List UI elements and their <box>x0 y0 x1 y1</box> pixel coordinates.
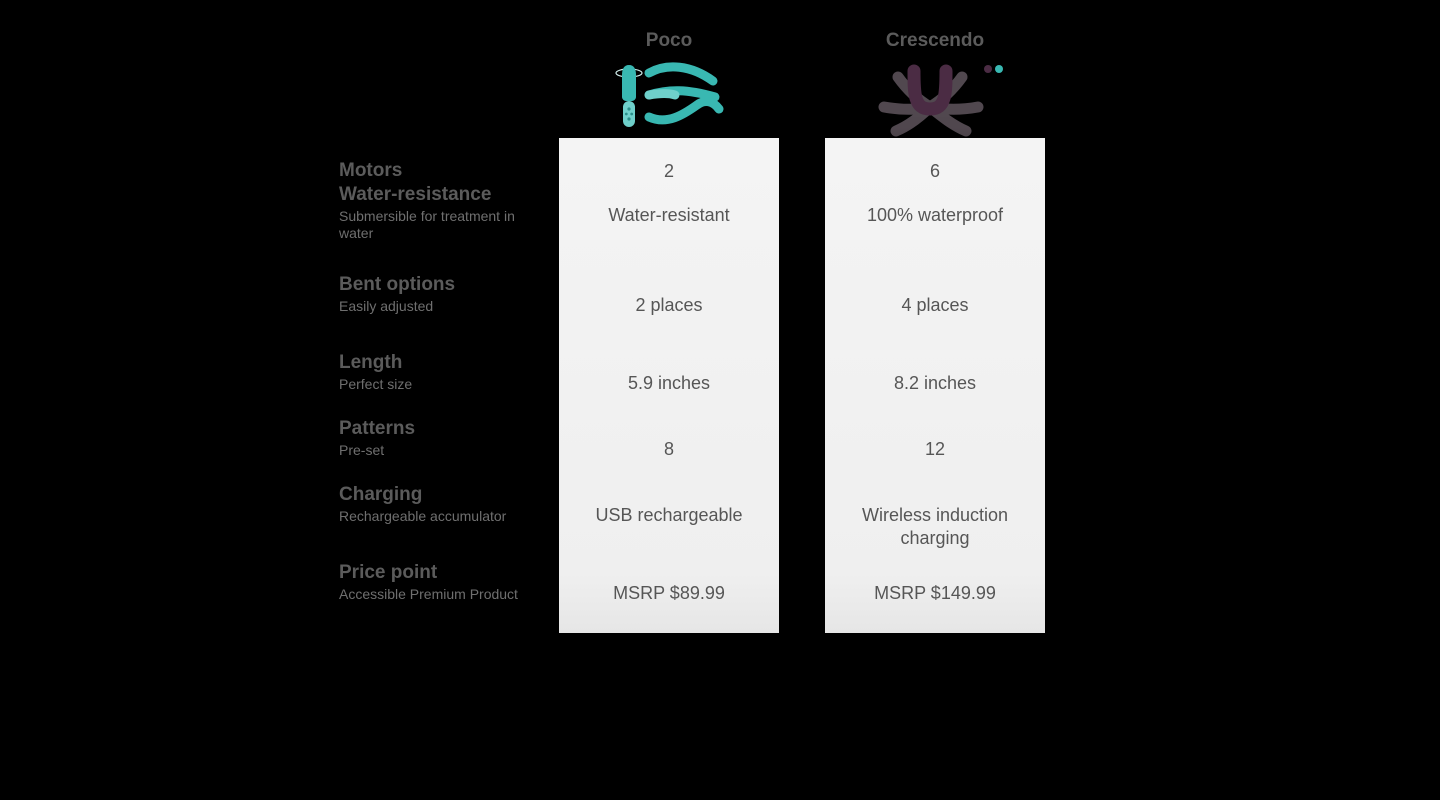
value-poco-patterns: 8 <box>559 438 779 504</box>
label-charging: Charging Rechargeable accumulator <box>339 484 559 562</box>
label-title-water: Water-resistance <box>339 184 545 206</box>
product-name-poco: Poco <box>559 30 779 58</box>
label-sub-patterns: Pre-set <box>339 442 519 460</box>
label-length: Length Perfect size <box>339 352 559 418</box>
value-crescendo-water: 100% waterproof <box>825 204 1045 294</box>
comparison-table: Poco <box>339 30 1149 652</box>
label-sub-bent: Easily adjusted <box>339 298 519 316</box>
label-title-motors: Motors <box>339 160 545 182</box>
label-patterns: Patterns Pre-set <box>339 418 559 484</box>
label-sub-water: Submersible for treatment in water <box>339 208 519 243</box>
label-sub-charging: Rechargeable accumulator <box>339 508 519 526</box>
value-poco-charging: USB rechargeable <box>559 504 779 582</box>
label-title-length: Length <box>339 352 545 374</box>
value-poco-motors: 2 <box>559 160 779 204</box>
value-crescendo-length: 8.2 inches <box>825 372 1045 438</box>
label-title-charging: Charging <box>339 484 545 506</box>
label-sub-price: Accessible Premium Product <box>339 586 519 604</box>
value-poco-water: Water-resistant <box>559 204 779 294</box>
label-price: Price point Accessible Premium Product <box>339 562 559 652</box>
value-crescendo-motors: 6 <box>825 160 1045 204</box>
label-sub-length: Perfect size <box>339 376 519 394</box>
value-crescendo-charging: Wireless induction charging <box>825 504 1045 582</box>
label-title-bent: Bent options <box>339 274 545 296</box>
poco-product-icon <box>559 58 779 138</box>
value-crescendo-patterns: 12 <box>825 438 1045 504</box>
column-header-poco: Poco <box>559 30 779 138</box>
value-crescendo-price: MSRP $149.99 <box>825 582 1045 605</box>
label-motors: Motors <box>339 138 559 184</box>
comparison-table-page: Poco <box>0 0 1440 800</box>
label-title-price: Price point <box>339 562 545 584</box>
label-water: Water-resistance Submersible for treatme… <box>339 184 559 274</box>
value-crescendo-bent: 4 places <box>825 294 1045 372</box>
column-header-crescendo: Crescendo <box>825 30 1045 138</box>
crescendo-product-icon <box>825 58 1045 138</box>
value-poco-length: 5.9 inches <box>559 372 779 438</box>
label-title-patterns: Patterns <box>339 418 545 440</box>
value-poco-price: MSRP $89.99 <box>559 582 779 605</box>
card-crescendo: 6 100% waterproof 4 places 8.2 inches 12… <box>825 138 1045 633</box>
label-bent: Bent options Easily adjusted <box>339 274 559 352</box>
card-poco: 2 Water-resistant 2 places 5.9 inches 8 … <box>559 138 779 633</box>
value-poco-bent: 2 places <box>559 294 779 372</box>
product-name-crescendo: Crescendo <box>825 30 1045 58</box>
